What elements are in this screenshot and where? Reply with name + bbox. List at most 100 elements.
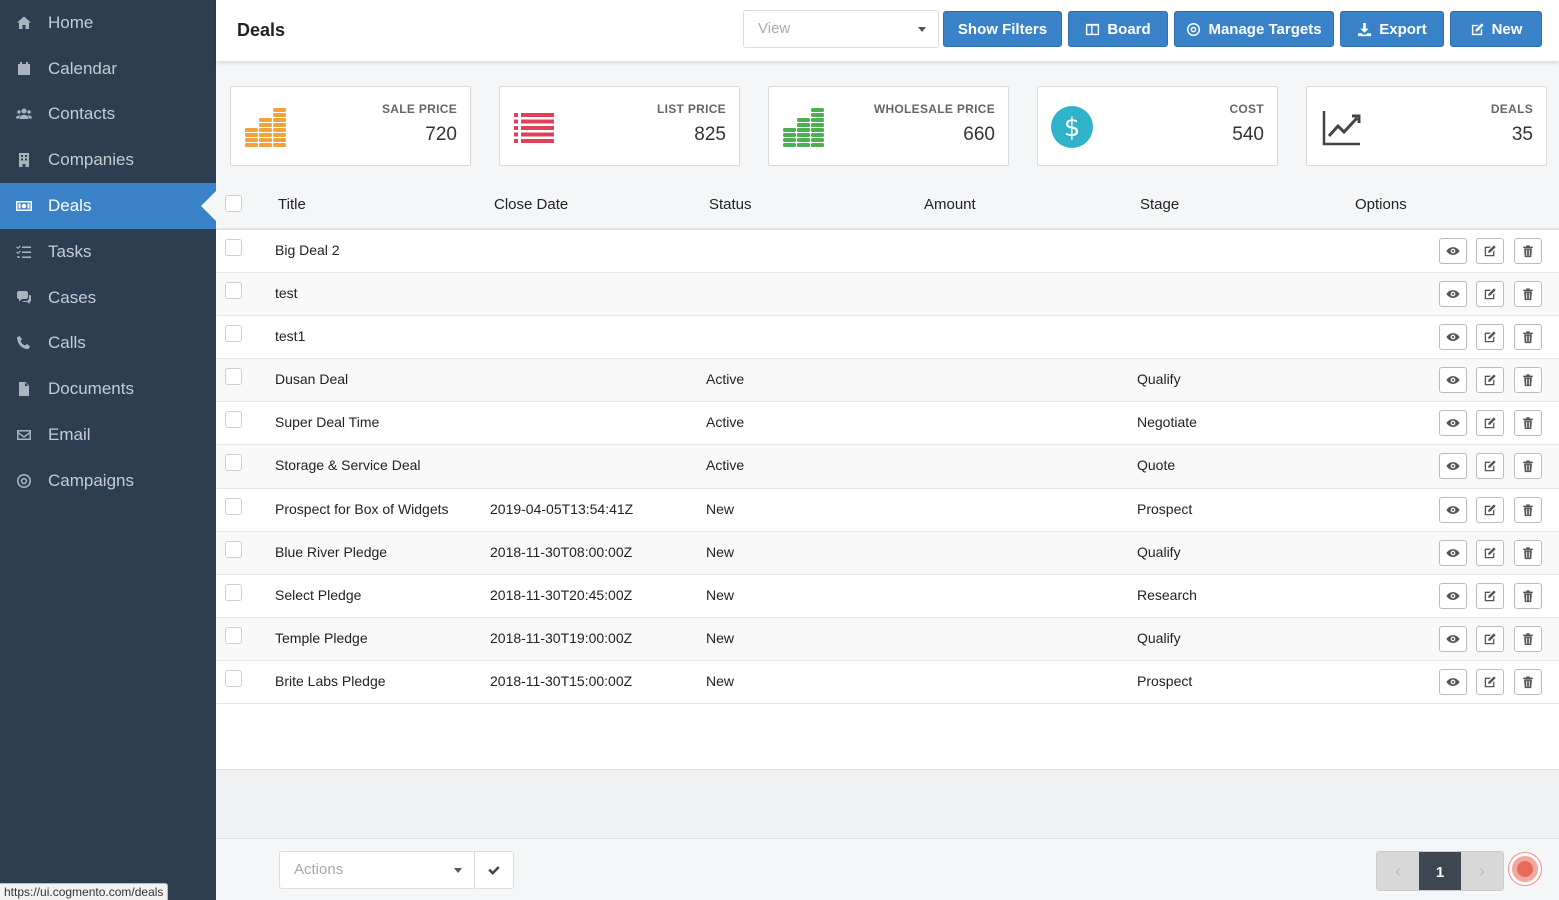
row-checkbox[interactable] bbox=[225, 411, 242, 429]
delete-button[interactable] bbox=[1514, 668, 1542, 695]
edit-button[interactable] bbox=[1476, 539, 1504, 566]
cell-title[interactable]: test bbox=[275, 285, 298, 302]
edit-button[interactable] bbox=[1476, 582, 1504, 609]
edit-button[interactable] bbox=[1476, 281, 1504, 308]
view-button[interactable] bbox=[1439, 324, 1467, 351]
row-checkbox[interactable] bbox=[225, 583, 242, 601]
board-button[interactable]: Board bbox=[1068, 11, 1168, 47]
table-row[interactable]: Temple Pledge 2018-11-30T19:00:00Z New Qual… bbox=[216, 617, 1559, 661]
show-filters-button[interactable]: Show Filters bbox=[943, 11, 1062, 47]
delete-button[interactable] bbox=[1514, 281, 1542, 308]
row-checkbox[interactable] bbox=[225, 626, 242, 644]
sidebar-item-tasks[interactable]: Tasks bbox=[0, 229, 216, 275]
cell-title[interactable]: Prospect for Box of Widgets bbox=[275, 500, 449, 517]
view-button[interactable] bbox=[1439, 496, 1467, 523]
edit-button[interactable] bbox=[1476, 410, 1504, 437]
table-row[interactable]: test1 bbox=[216, 316, 1559, 360]
cell-title[interactable]: Select Pledge bbox=[275, 586, 362, 603]
pagination-next[interactable]: › bbox=[1461, 852, 1503, 890]
table-row[interactable]: Prospect for Box of Widgets 2019-04-05T13… bbox=[216, 488, 1559, 532]
sidebar-item-calls[interactable]: Calls bbox=[0, 321, 216, 367]
column-header-amount[interactable]: Amount bbox=[924, 196, 976, 213]
row-checkbox[interactable] bbox=[225, 282, 242, 300]
row-checkbox[interactable] bbox=[225, 540, 242, 558]
delete-button[interactable] bbox=[1514, 539, 1542, 566]
view-button[interactable] bbox=[1439, 625, 1467, 652]
new-button[interactable]: New bbox=[1450, 11, 1542, 47]
row-checkbox[interactable] bbox=[225, 368, 242, 386]
pagination-page-1[interactable]: 1 bbox=[1419, 852, 1461, 890]
delete-button[interactable] bbox=[1514, 367, 1542, 394]
delete-button[interactable] bbox=[1514, 410, 1542, 437]
row-checkbox[interactable] bbox=[225, 454, 242, 472]
view-button[interactable] bbox=[1439, 281, 1467, 308]
view-button[interactable] bbox=[1439, 539, 1467, 566]
view-button[interactable] bbox=[1439, 453, 1467, 480]
edit-button[interactable] bbox=[1476, 238, 1504, 264]
row-checkbox[interactable] bbox=[225, 239, 242, 256]
view-select[interactable]: View bbox=[743, 10, 939, 48]
sidebar-item-home[interactable]: Home bbox=[0, 0, 216, 46]
export-button[interactable]: Export bbox=[1340, 11, 1444, 47]
table-row[interactable]: Brite Labs Pledge 2018-11-30T15:00:00Z New… bbox=[216, 660, 1559, 705]
sidebar-item-calendar[interactable]: Calendar bbox=[0, 46, 216, 92]
delete-button[interactable] bbox=[1514, 238, 1542, 264]
row-checkbox[interactable] bbox=[225, 497, 242, 515]
cell-title[interactable]: Brite Labs Pledge bbox=[275, 672, 386, 689]
cell-title[interactable]: Dusan Deal bbox=[275, 371, 349, 388]
view-button[interactable] bbox=[1439, 668, 1467, 695]
delete-button[interactable] bbox=[1514, 625, 1542, 652]
row-checkbox[interactable] bbox=[225, 669, 242, 687]
edit-button[interactable] bbox=[1476, 668, 1504, 695]
trash-icon bbox=[1523, 245, 1533, 258]
table-row[interactable]: Dusan Deal Active Qualify bbox=[216, 359, 1559, 403]
stat-value: 825 bbox=[694, 124, 726, 145]
table-row[interactable]: Select Pledge 2018-11-30T20:45:00Z New Rese… bbox=[216, 574, 1559, 618]
cell-title[interactable]: Temple Pledge bbox=[275, 629, 368, 646]
sidebar-item-cases[interactable]: Cases bbox=[0, 275, 216, 321]
row-checkbox[interactable] bbox=[225, 325, 242, 343]
table-row[interactable]: Blue River Pledge 2018-11-30T08:00:00Z New… bbox=[216, 531, 1559, 575]
bullseye-icon bbox=[14, 472, 34, 490]
cell-title[interactable]: Storage & Service Deal bbox=[275, 457, 421, 474]
delete-button[interactable] bbox=[1514, 453, 1542, 480]
edit-button[interactable] bbox=[1476, 496, 1504, 523]
view-button[interactable] bbox=[1439, 582, 1467, 609]
select-all-checkbox[interactable] bbox=[225, 195, 242, 212]
cell-title[interactable]: Super Deal Time bbox=[275, 414, 380, 431]
actions-select[interactable]: Actions bbox=[279, 851, 475, 889]
table-row[interactable]: test bbox=[216, 273, 1559, 317]
sidebar-item-documents[interactable]: Documents bbox=[0, 366, 216, 412]
sidebar-item-deals[interactable]: Deals bbox=[0, 183, 216, 229]
edit-button[interactable] bbox=[1476, 367, 1504, 394]
sidebar-item-contacts[interactable]: Contacts bbox=[0, 92, 216, 138]
view-button[interactable] bbox=[1439, 238, 1467, 264]
stat-card-cost: $ COST 540 bbox=[1037, 86, 1278, 166]
pagination-prev[interactable]: ‹ bbox=[1377, 852, 1419, 890]
cell-title[interactable]: Big Deal 2 bbox=[275, 242, 340, 258]
column-header-title[interactable]: Title bbox=[278, 196, 306, 213]
delete-button[interactable] bbox=[1514, 324, 1542, 351]
column-header-close-date[interactable]: Close Date bbox=[494, 196, 569, 213]
column-header-status[interactable]: Status bbox=[709, 196, 752, 213]
cell-title[interactable]: test1 bbox=[275, 328, 306, 345]
column-header-stage[interactable]: Stage bbox=[1140, 196, 1180, 213]
apply-action-button[interactable] bbox=[474, 851, 514, 889]
edit-button[interactable] bbox=[1476, 453, 1504, 480]
delete-button[interactable] bbox=[1514, 496, 1542, 523]
view-button[interactable] bbox=[1439, 367, 1467, 394]
notification-badge[interactable] bbox=[1509, 853, 1541, 885]
sidebar-item-email[interactable]: Email bbox=[0, 412, 216, 458]
manage-targets-button[interactable]: Manage Targets bbox=[1174, 11, 1334, 47]
sidebar-item-companies[interactable]: Companies bbox=[0, 137, 216, 183]
edit-button[interactable] bbox=[1476, 324, 1504, 351]
view-button[interactable] bbox=[1439, 410, 1467, 437]
sidebar-item-campaigns[interactable]: Campaigns bbox=[0, 458, 216, 504]
table-row[interactable]: Big Deal 2 bbox=[216, 230, 1559, 274]
cell-title[interactable]: Blue River Pledge bbox=[275, 543, 388, 560]
delete-button[interactable] bbox=[1514, 582, 1542, 609]
table-row[interactable]: Super Deal Time Active Negotiate bbox=[216, 402, 1559, 446]
table-row[interactable]: Storage & Service Deal Active Quote bbox=[216, 445, 1559, 489]
edit-button[interactable] bbox=[1476, 625, 1504, 652]
caret-down-icon bbox=[918, 27, 926, 32]
